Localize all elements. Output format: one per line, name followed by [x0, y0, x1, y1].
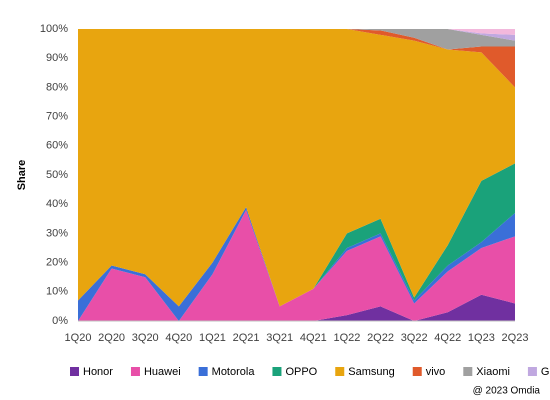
legend-label: vivo: [426, 366, 446, 378]
x-tick-label: 3Q20: [132, 332, 159, 344]
y-tick-label: 20%: [46, 257, 68, 269]
x-tick-label: 2Q21: [233, 332, 260, 344]
y-tick-label: 10%: [46, 286, 68, 298]
y-tick-label: 70%: [46, 111, 68, 123]
x-tick-label: 2Q20: [98, 332, 125, 344]
legend-label: Xiaomi: [476, 366, 510, 378]
x-tick-label: 4Q20: [165, 332, 192, 344]
y-tick-label: 80%: [46, 81, 68, 93]
x-tick-label: 1Q22: [333, 332, 360, 344]
legend-label: Huawei: [144, 366, 181, 378]
legend-swatch: [70, 367, 79, 376]
x-tick-label: 1Q20: [65, 332, 92, 344]
area: [78, 29, 515, 35]
area: [78, 29, 515, 307]
x-tick-label: 3Q21: [266, 332, 293, 344]
legend-label: Samsung: [348, 366, 394, 378]
x-tick-label: 1Q23: [468, 332, 495, 344]
y-tick-label: 40%: [46, 198, 68, 210]
y-axis-label: Share: [16, 160, 28, 191]
area: [78, 210, 515, 321]
area: [78, 294, 515, 321]
y-tick-label: 60%: [46, 140, 68, 152]
y-tick-label: 100%: [40, 23, 68, 35]
x-tick-label: 4Q22: [434, 332, 461, 344]
area: [78, 29, 515, 50]
x-tick-label: 2Q22: [367, 332, 394, 344]
legend-label: Honor: [83, 366, 113, 378]
y-tick-label: 0%: [52, 315, 68, 327]
legend-swatch: [527, 367, 537, 376]
legend-swatch: [198, 367, 208, 376]
x-tick-label: 1Q21: [199, 332, 226, 344]
legend-swatch: [130, 367, 140, 376]
legend-label: OPPO: [285, 366, 317, 378]
y-tick-label: 30%: [46, 227, 68, 239]
y-tick-label: 90%: [46, 52, 68, 64]
legend-label: Google: [541, 366, 550, 378]
legend-swatch: [412, 367, 422, 376]
x-tick-label: 2Q23: [502, 332, 529, 344]
source-note: @ 2023 Omdia: [473, 386, 541, 397]
x-tick-label: 3Q22: [401, 332, 428, 344]
x-tick-label: 4Q21: [300, 332, 327, 344]
legend-swatch: [335, 367, 345, 376]
legend-swatch: [272, 367, 282, 376]
y-tick-label: 50%: [46, 169, 68, 181]
legend-swatch: [463, 367, 473, 376]
legend-label: Motorola: [212, 366, 256, 378]
